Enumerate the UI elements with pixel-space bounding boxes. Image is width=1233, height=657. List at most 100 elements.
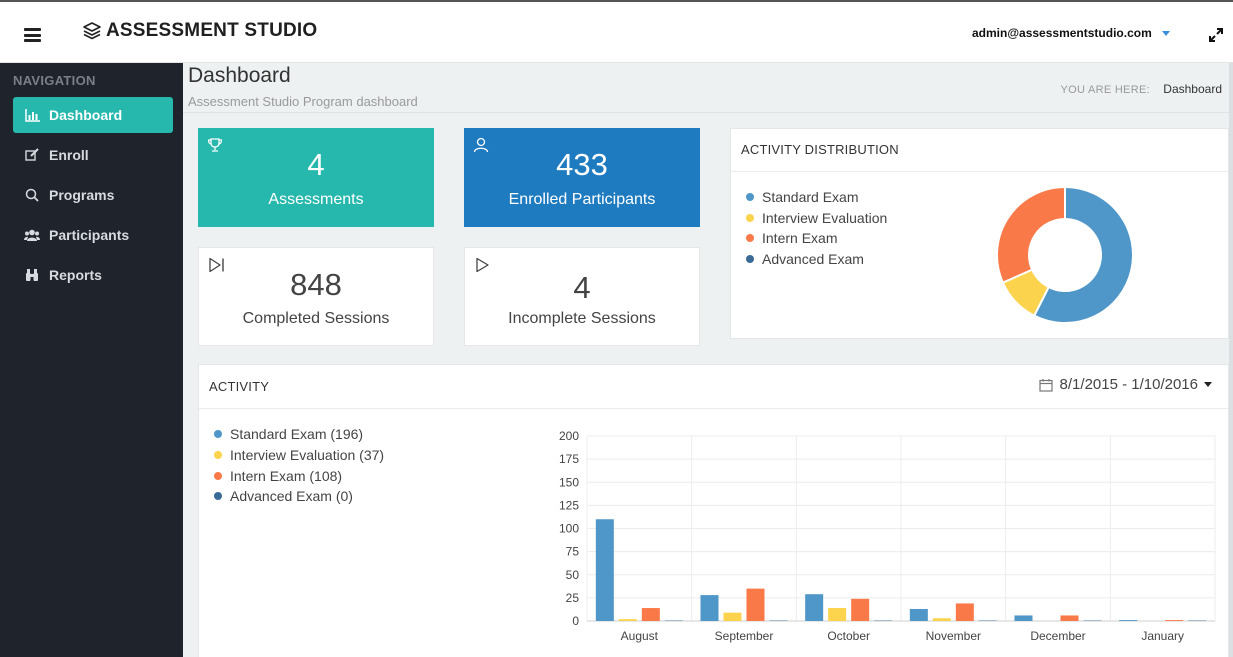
user-email: admin@assessmentstudio.com <box>972 26 1152 40</box>
sidebar-item-dashboard[interactable]: Dashboard <box>13 97 173 133</box>
sidebar-item-label: Programs <box>49 187 115 203</box>
legend-label: Advanced Exam <box>762 251 864 267</box>
x-tick-label: August <box>621 629 659 643</box>
date-range-value: 8/1/2015 - 1/10/2016 <box>1059 376 1198 393</box>
bar-chart-icon <box>23 108 41 122</box>
sidebar-item-label: Participants <box>49 227 130 243</box>
edit-icon <box>23 148 41 162</box>
legend-item: Interview Evaluation (37) <box>214 447 384 463</box>
panel-header: ACTIVITY 8/1/2015 - 1/10/2016 <box>199 365 1228 409</box>
bar <box>978 620 997 621</box>
y-tick-label: 75 <box>566 545 580 559</box>
x-tick-label: October <box>827 629 870 643</box>
incomplete-sessions-tile[interactable]: 4 Incomplete Sessions <box>464 247 700 346</box>
nav-heading: NAVIGATION <box>13 73 96 88</box>
bar <box>1083 620 1102 621</box>
legend-dot <box>746 193 754 201</box>
assessments-label: Assessments <box>268 191 364 208</box>
page-header: Dashboard Assessment Studio Program dash… <box>183 63 1233 113</box>
user-icon <box>473 137 489 153</box>
bar <box>618 619 637 621</box>
legend-label: Intern Exam (108) <box>230 468 343 484</box>
x-tick-label: December <box>1030 629 1085 643</box>
x-tick-label: September <box>715 629 774 643</box>
y-tick-label: 50 <box>566 568 580 582</box>
legend-label: Advanced Exam (0) <box>230 488 353 504</box>
legend-label: Standard Exam (196) <box>230 426 364 442</box>
bar <box>1014 615 1033 621</box>
sidebar-item-enroll[interactable]: Enroll <box>13 137 173 173</box>
sidebar-item-label: Dashboard <box>49 107 123 123</box>
fullscreen-expand-icon[interactable] <box>1208 27 1224 43</box>
y-tick-label: 150 <box>559 475 579 489</box>
activity-bar-chart: 200 175 150 125 100 75 50 25 0 August September Oct… <box>559 429 1216 643</box>
legend-item: Standard Exam <box>746 189 859 205</box>
sidebar-item-label: Enroll <box>49 147 89 163</box>
bar <box>805 594 824 621</box>
page-subtitle: Assessment Studio Program dashboard <box>188 94 418 109</box>
legend-dot <box>214 451 222 459</box>
date-range-picker[interactable]: 8/1/2015 - 1/10/2016 <box>1038 376 1212 393</box>
scrollbar[interactable] <box>1229 63 1233 657</box>
bar <box>909 608 928 621</box>
breadcrumb-current[interactable]: Dashboard <box>1163 82 1222 96</box>
top-bar: ASSESSMENT STUDIO admin@assessmentstudio… <box>0 0 1233 63</box>
bar <box>746 588 765 621</box>
legend-dot <box>214 492 222 500</box>
bar <box>1119 620 1138 621</box>
x-tick-label: January <box>1141 629 1184 643</box>
completed-label: Completed Sessions <box>242 310 390 327</box>
hamburger-menu-icon[interactable] <box>24 28 41 42</box>
bar <box>1165 620 1184 621</box>
brand-title: ASSESSMENT STUDIO <box>106 20 318 41</box>
breadcrumb: YOU ARE HERE: Dashboard <box>1060 82 1222 96</box>
trophy-icon <box>207 138 223 152</box>
legend-item: Intern Exam (108) <box>214 468 342 484</box>
sidebar-item-reports[interactable]: Reports <box>13 257 173 293</box>
legend-item: Interview Evaluation <box>746 210 887 226</box>
legend-label: Standard Exam <box>762 189 859 205</box>
play-icon <box>476 257 489 273</box>
bar <box>641 608 660 621</box>
legend-dot <box>214 472 222 480</box>
bar <box>932 618 951 621</box>
skip-forward-icon <box>209 257 224 273</box>
pie-slice-1 <box>1032 185 1134 324</box>
legend-dot <box>746 255 754 263</box>
brand-logo[interactable]: ASSESSMENT STUDIO <box>82 20 317 42</box>
bar <box>595 519 614 621</box>
bar <box>664 620 683 621</box>
x-tick-label: November <box>926 629 981 643</box>
panel-header: ACTIVITY DISTRIBUTION <box>731 129 1228 172</box>
incomplete-label: Incomplete Sessions <box>508 310 656 327</box>
completed-sessions-tile[interactable]: 848 Completed Sessions <box>198 247 434 346</box>
legend-dot <box>746 234 754 242</box>
binoculars-icon <box>23 268 41 282</box>
chevron-down-icon <box>1204 382 1212 387</box>
enrolled-participants-tile[interactable]: 433 Enrolled Participants <box>464 128 700 227</box>
sidebar-item-participants[interactable]: Participants <box>13 217 173 253</box>
activity-panel: ACTIVITY 8/1/2015 - 1/10/2016 Standard E… <box>198 364 1229 657</box>
completed-count: 848 <box>290 267 342 302</box>
bar <box>700 595 719 621</box>
breadcrumb-label: YOU ARE HERE: <box>1060 84 1150 96</box>
legend-item: Advanced Exam (0) <box>214 488 353 504</box>
legend-item: Advanced Exam <box>746 251 864 267</box>
legend-dot <box>746 214 754 222</box>
assessments-tile[interactable]: 4 Assessments <box>198 128 434 227</box>
sidebar-item-programs[interactable]: Programs <box>13 177 173 213</box>
bar <box>874 620 893 621</box>
bar <box>851 598 870 621</box>
pie-slice-3 <box>996 185 1066 284</box>
y-tick-label: 175 <box>559 452 579 466</box>
enrolled-count: 433 <box>556 147 608 182</box>
assessments-count: 4 <box>307 147 325 182</box>
y-tick-label: 200 <box>559 429 579 443</box>
bar <box>828 608 847 621</box>
user-menu-dropdown[interactable]: admin@assessmentstudio.com <box>972 26 1170 40</box>
legend-item: Standard Exam (196) <box>214 426 363 442</box>
bar <box>723 612 742 621</box>
incomplete-count: 4 <box>573 270 591 305</box>
calendar-icon <box>1038 378 1053 392</box>
legend-item: Intern Exam <box>746 230 837 246</box>
